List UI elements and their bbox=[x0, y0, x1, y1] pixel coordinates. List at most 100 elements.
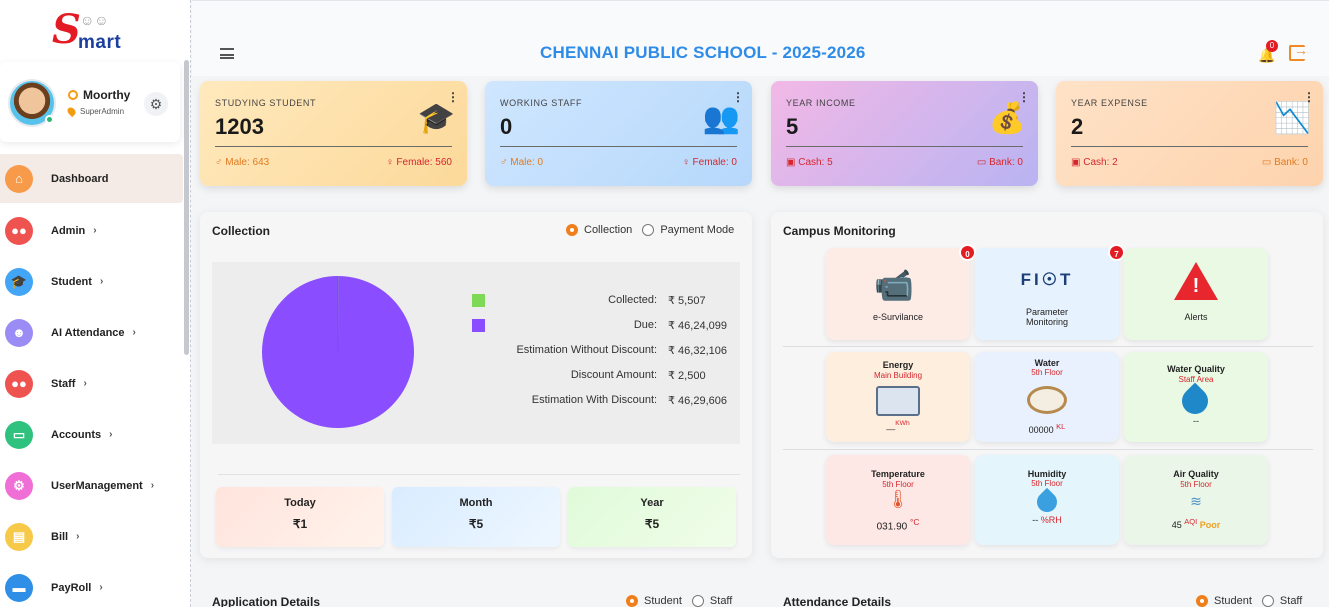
stat-card-year-expense[interactable]: YEAR EXPENSE 2 📉 ⋮ ▣ Cash: 2 ▭ Bank: 0 bbox=[1056, 81, 1323, 186]
radio-selected-icon bbox=[626, 595, 638, 607]
legend-swatch[interactable] bbox=[472, 319, 485, 332]
sidebar-item-payroll[interactable]: ▬ PayRoll › bbox=[0, 562, 183, 607]
divider bbox=[500, 146, 737, 147]
sidebar-item-label: Admin bbox=[51, 224, 86, 237]
robot-icon: ☻ bbox=[5, 318, 33, 347]
notification-count-badge: 0 bbox=[1266, 40, 1278, 52]
legend-amount: ₹ 5,507 bbox=[668, 295, 706, 307]
divider bbox=[783, 346, 1313, 347]
more-options-icon[interactable]: ⋮ bbox=[1303, 90, 1315, 104]
radio-unselected-icon bbox=[642, 224, 655, 236]
radio-collection[interactable]: Collection bbox=[566, 224, 632, 236]
tile-reading: 45 bbox=[1171, 520, 1182, 530]
sidebar-item-usermanagement[interactable]: ⚙ UserManagement › bbox=[0, 460, 183, 511]
water-meter-icon bbox=[1027, 386, 1067, 414]
stat-card-studying-student[interactable]: STUDYING STUDENT 1203 🎓 ⋮ ♂ Male: 643 ♀ … bbox=[200, 81, 467, 186]
sidebar-scrollbar[interactable] bbox=[184, 60, 189, 355]
collection-panel: Collection Collection Payment Mode Colle… bbox=[200, 212, 752, 558]
legend-row: Estimation Without Discount: ₹ 46,32,106 bbox=[472, 344, 742, 358]
summary-card-year[interactable]: Year ₹5 bbox=[568, 487, 736, 547]
divider bbox=[1071, 146, 1308, 147]
profile-role-row: SuperAdmin bbox=[65, 105, 124, 118]
legend-swatch[interactable] bbox=[472, 294, 485, 307]
staff-icon: ●● bbox=[5, 369, 33, 398]
tile-energy[interactable]: Energy Main Building __KWh bbox=[826, 352, 970, 442]
tile-e-survilance[interactable]: 0 📹 e-Survilance bbox=[826, 244, 976, 340]
thermometer-icon: 🌡 bbox=[886, 489, 910, 509]
tile-air-quality[interactable]: Air Quality 5th Floor ≋ 45 AQI Poor bbox=[1124, 455, 1268, 545]
sidebar-item-student[interactable]: 🎓 Student › bbox=[0, 256, 183, 307]
tile-alerts[interactable]: ! Alerts bbox=[1124, 248, 1268, 340]
chevron-right-icon: › bbox=[150, 480, 155, 491]
wallet-icon: ▭ bbox=[5, 420, 33, 449]
tile-reading-row: 00000 KL bbox=[975, 422, 1119, 435]
tile-reading: -- bbox=[1193, 416, 1199, 426]
home-icon: ⌂ bbox=[5, 164, 33, 193]
chevron-right-icon: › bbox=[83, 378, 87, 389]
tile-temperature[interactable]: Temperature 5th Floor 🌡 031.90 °C bbox=[826, 455, 970, 545]
tile-unit: %RH bbox=[1040, 515, 1062, 525]
tile-reading-row: 031.90 °C bbox=[826, 517, 970, 532]
alert-count-badge: 0 bbox=[959, 244, 976, 261]
tile-unit: KWh bbox=[895, 420, 910, 427]
radio-label: Collection bbox=[584, 224, 633, 236]
sidebar-item-label: UserManagement bbox=[51, 479, 143, 492]
graduation-cap-icon: 🎓 bbox=[5, 267, 33, 296]
tile-water[interactable]: Water 5th Floor 00000 KL bbox=[975, 352, 1119, 442]
sidebar-item-ai-attendance[interactable]: ☻ AI Attendance › bbox=[0, 307, 183, 358]
tile-water-quality[interactable]: Water Quality Staff Area -- bbox=[1124, 352, 1268, 442]
stat-card-working-staff[interactable]: WORKING STAFF 0 👥 ⋮ ♂ Male: 0 ♀ Female: … bbox=[485, 81, 752, 186]
radio-staff[interactable]: Staff bbox=[691, 595, 732, 607]
bill-icon: ▤ bbox=[5, 522, 33, 551]
summary-value: ₹5 bbox=[468, 517, 484, 531]
avatar[interactable] bbox=[8, 79, 56, 127]
radio-unselected-icon bbox=[1261, 595, 1274, 607]
app-logo[interactable]: S ☺☺ mart bbox=[50, 8, 130, 54]
radio-student[interactable]: Student bbox=[1196, 595, 1252, 607]
radio-payment-mode[interactable]: Payment Mode bbox=[642, 224, 734, 236]
legend-colon: : bbox=[654, 294, 658, 306]
user-settings-icon: ⚙ bbox=[5, 471, 33, 500]
sidebar-item-staff[interactable]: ●● Staff › bbox=[0, 358, 183, 409]
stat-label: YEAR INCOME bbox=[786, 98, 856, 108]
chevron-right-icon: › bbox=[132, 327, 136, 338]
tile-name: Temperature bbox=[871, 469, 925, 479]
stat-card-year-income[interactable]: YEAR INCOME 5 💰 ⋮ ▣ Cash: 5 ▭ Bank: 0 bbox=[771, 81, 1038, 186]
tile-reading: -- bbox=[1032, 515, 1039, 525]
divider bbox=[783, 449, 1313, 450]
tile-humidity[interactable]: Humidity 5th Floor -- %RH bbox=[975, 455, 1119, 545]
gear-icon[interactable]: ⚙ bbox=[144, 92, 168, 116]
chevron-right-icon: › bbox=[93, 225, 97, 236]
stat-cash: ▣ Cash: 2 bbox=[1071, 157, 1118, 168]
summary-card-today[interactable]: Today ₹1 bbox=[216, 487, 384, 547]
payroll-icon: ▬ bbox=[5, 573, 33, 602]
logout-icon[interactable] bbox=[1289, 42, 1308, 61]
collection-view-toggle: Collection Payment Mode bbox=[566, 224, 734, 236]
tile-location: 5th Floor bbox=[882, 480, 914, 489]
legend-colon: : bbox=[654, 369, 658, 381]
summary-card-month[interactable]: Month ₹5 bbox=[392, 487, 560, 547]
sidebar-item-bill[interactable]: ▤ Bill › bbox=[0, 511, 183, 562]
menu-toggle-icon[interactable] bbox=[220, 48, 234, 59]
application-details-title: Application Details bbox=[212, 595, 321, 607]
staff-group-icon: 👥 bbox=[702, 102, 740, 135]
cash-icon: ▣ bbox=[1071, 157, 1084, 168]
radio-staff[interactable]: Staff bbox=[1261, 595, 1302, 607]
more-options-icon[interactable]: ⋮ bbox=[732, 90, 744, 104]
stat-label: YEAR EXPENSE bbox=[1071, 98, 1148, 108]
tile-parameter-monitoring[interactable]: 7 FI☉T Parameter Monitoring bbox=[975, 244, 1125, 340]
radio-student[interactable]: Student bbox=[626, 595, 682, 607]
tile-location: 5th Floor bbox=[1031, 368, 1063, 377]
sidebar-item-admin[interactable]: ●● Admin › bbox=[0, 205, 183, 256]
more-options-icon[interactable]: ⋮ bbox=[1018, 90, 1030, 104]
stat-male-count: ♂ Male: 643 bbox=[215, 157, 270, 168]
sidebar-item-label: Bill bbox=[51, 530, 69, 543]
income-hand-icon: 💰 bbox=[988, 102, 1026, 135]
humidity-drop-icon bbox=[1032, 487, 1062, 517]
more-options-icon[interactable]: ⋮ bbox=[447, 90, 459, 104]
collection-pie-chart[interactable] bbox=[258, 272, 418, 432]
sidebar-item-label: AI Attendance bbox=[51, 326, 125, 339]
summary-value: ₹5 bbox=[644, 517, 660, 531]
sidebar-item-accounts[interactable]: ▭ Accounts › bbox=[0, 409, 183, 460]
sidebar-item-dashboard[interactable]: ⌂ Dashboard bbox=[0, 154, 183, 203]
